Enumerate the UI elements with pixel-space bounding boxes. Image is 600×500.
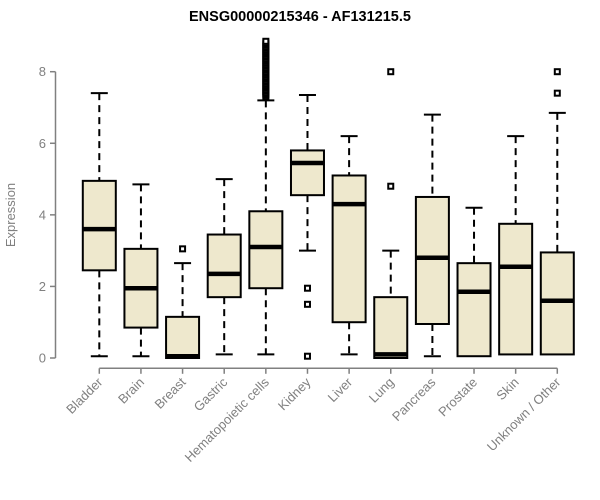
boxplot-boxes bbox=[81, 37, 575, 360]
iqr-box bbox=[539, 251, 575, 356]
box-prostate bbox=[456, 206, 492, 358]
outlier-point bbox=[303, 300, 311, 308]
box-hematopoietic-cells bbox=[248, 37, 284, 356]
box-bladder bbox=[81, 92, 117, 358]
y-tick-label: 8 bbox=[39, 64, 46, 79]
x-category-label: Skin bbox=[493, 375, 521, 403]
y-axis-label: Expression bbox=[3, 183, 18, 247]
y-tick-label: 0 bbox=[39, 351, 46, 366]
iqr-box bbox=[289, 149, 325, 197]
iqr-box bbox=[456, 262, 492, 358]
x-category-label: Bladder bbox=[63, 374, 106, 417]
iqr-box bbox=[248, 210, 284, 290]
box-breast bbox=[165, 245, 201, 359]
y-tick-label: 2 bbox=[39, 279, 46, 294]
iqr-box bbox=[414, 195, 450, 326]
outlier-point bbox=[387, 68, 395, 76]
box-skin bbox=[498, 135, 534, 356]
outlier-point bbox=[262, 37, 270, 45]
x-category-label: Kidney bbox=[275, 374, 314, 413]
y-tick-label: 4 bbox=[39, 207, 46, 222]
box-brain bbox=[123, 183, 159, 358]
x-category-label: Prostate bbox=[435, 375, 480, 420]
box-lung bbox=[373, 68, 409, 360]
iqr-box bbox=[498, 222, 534, 356]
iqr-box bbox=[81, 179, 117, 272]
x-category-label: Brain bbox=[115, 375, 147, 407]
box-unknown-other bbox=[539, 68, 575, 356]
x-category-label: Unknown / Other bbox=[484, 374, 564, 454]
box-pancreas bbox=[414, 113, 450, 358]
box-kidney bbox=[289, 93, 325, 360]
x-category-label: Pancreas bbox=[389, 374, 439, 424]
outlier-point bbox=[303, 352, 311, 360]
outlier-point bbox=[303, 284, 311, 292]
x-category-label: Lung bbox=[366, 375, 397, 406]
x-category-label: Gastric bbox=[191, 374, 231, 414]
outlier-point bbox=[387, 182, 395, 190]
x-category-label: Liver bbox=[325, 374, 356, 405]
outlier-point bbox=[553, 68, 561, 76]
x-category-label: Breast bbox=[152, 374, 189, 411]
outlier-point bbox=[553, 89, 561, 97]
outlier-point bbox=[179, 245, 187, 253]
box-gastric bbox=[206, 178, 242, 356]
iqr-box bbox=[206, 233, 242, 299]
iqr-box bbox=[165, 315, 201, 359]
box-liver bbox=[331, 135, 367, 356]
iqr-box bbox=[373, 296, 409, 360]
y-tick-label: 6 bbox=[39, 136, 46, 151]
iqr-box bbox=[331, 174, 367, 324]
chart-title: ENSG00000215346 - AF131215.5 bbox=[189, 9, 411, 25]
